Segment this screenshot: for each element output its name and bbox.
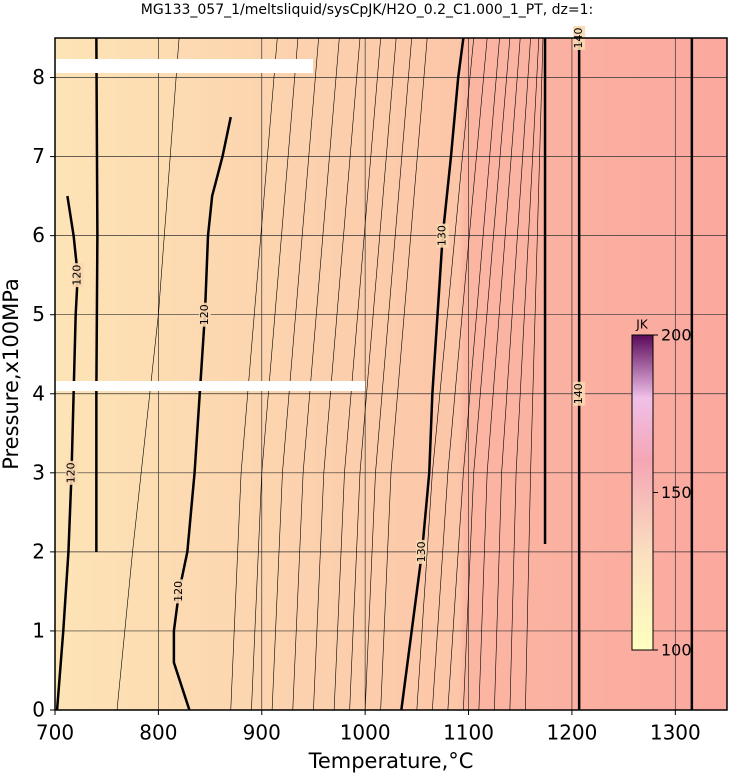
x-axis-label: Temperature,°C — [308, 749, 474, 773]
contour-label-bg — [71, 263, 84, 288]
colorbar — [631, 334, 654, 651]
y-axis-label: Pressure,x100MPa — [0, 278, 23, 470]
grid — [54, 38, 727, 711]
contour-line — [251, 37, 299, 711]
contour-line — [416, 37, 475, 711]
plot-background — [55, 38, 727, 710]
contour-line — [333, 37, 381, 711]
missing-band — [55, 59, 313, 73]
x-tick-label: 700 — [36, 721, 74, 745]
contour-label: 120 — [71, 265, 84, 286]
contour-label: 120 — [65, 462, 78, 483]
contour-label-bg — [416, 539, 429, 564]
contour-line — [400, 37, 465, 711]
contour-line — [292, 37, 340, 711]
x-tick-label: 1200 — [546, 721, 597, 745]
x-tick-label: 1300 — [650, 721, 701, 745]
contour-label-bg — [198, 302, 211, 327]
contour-label-bg — [573, 381, 586, 406]
contour-line — [271, 37, 319, 711]
y-tick-label: 8 — [32, 65, 45, 89]
contour-line — [172, 116, 232, 711]
colorbar-tick-label: 150 — [661, 483, 692, 502]
contour-label: 120 — [172, 581, 185, 602]
chart-title: MG133_057_1/meltsliquid/sysCpJK/H2O_0.2_… — [141, 2, 593, 18]
plot-frame — [54, 37, 728, 711]
contour-line — [364, 37, 412, 711]
y-tick-label: 3 — [32, 460, 45, 484]
contour-line — [525, 37, 544, 711]
colorbar-tick-label: 100 — [661, 641, 692, 660]
contour-label-bg — [436, 223, 449, 248]
y-tick-label: 2 — [32, 539, 45, 563]
contour-line — [478, 37, 521, 711]
contour-line — [432, 37, 488, 711]
contour-line — [380, 37, 428, 711]
colorbar-label: JK — [635, 318, 649, 332]
contour-line — [95, 37, 99, 552]
y-tick-label: 5 — [32, 302, 45, 326]
y-tick-label: 6 — [32, 223, 45, 247]
contour-label: 130 — [436, 225, 449, 246]
contour-line — [313, 37, 361, 711]
contour-label-bg — [65, 460, 78, 485]
contour-line — [55, 195, 79, 711]
contour-label: 130 — [415, 541, 428, 562]
y-tick-label: 1 — [32, 618, 45, 642]
contour-line — [447, 37, 500, 711]
y-tick-label: 4 — [32, 381, 45, 405]
contour-line — [494, 37, 531, 711]
x-tick-label: 1000 — [340, 721, 391, 745]
y-tick-label: 0 — [32, 698, 45, 722]
contour-label: 120 — [198, 304, 211, 325]
x-tick-label: 800 — [139, 721, 177, 745]
y-tick-label: 7 — [32, 144, 45, 168]
missing-band — [55, 381, 365, 391]
contour-label-bg — [173, 579, 186, 604]
contour-line — [116, 37, 180, 711]
contour-label: 140 — [572, 383, 585, 404]
contour-line — [509, 37, 540, 711]
x-tick-label: 900 — [243, 721, 281, 745]
contour-line — [230, 37, 278, 711]
x-tick-label: 1100 — [443, 721, 494, 745]
contour-line — [463, 37, 511, 711]
contour-line — [349, 37, 397, 711]
colorbar-tick-label: 200 — [661, 326, 692, 345]
